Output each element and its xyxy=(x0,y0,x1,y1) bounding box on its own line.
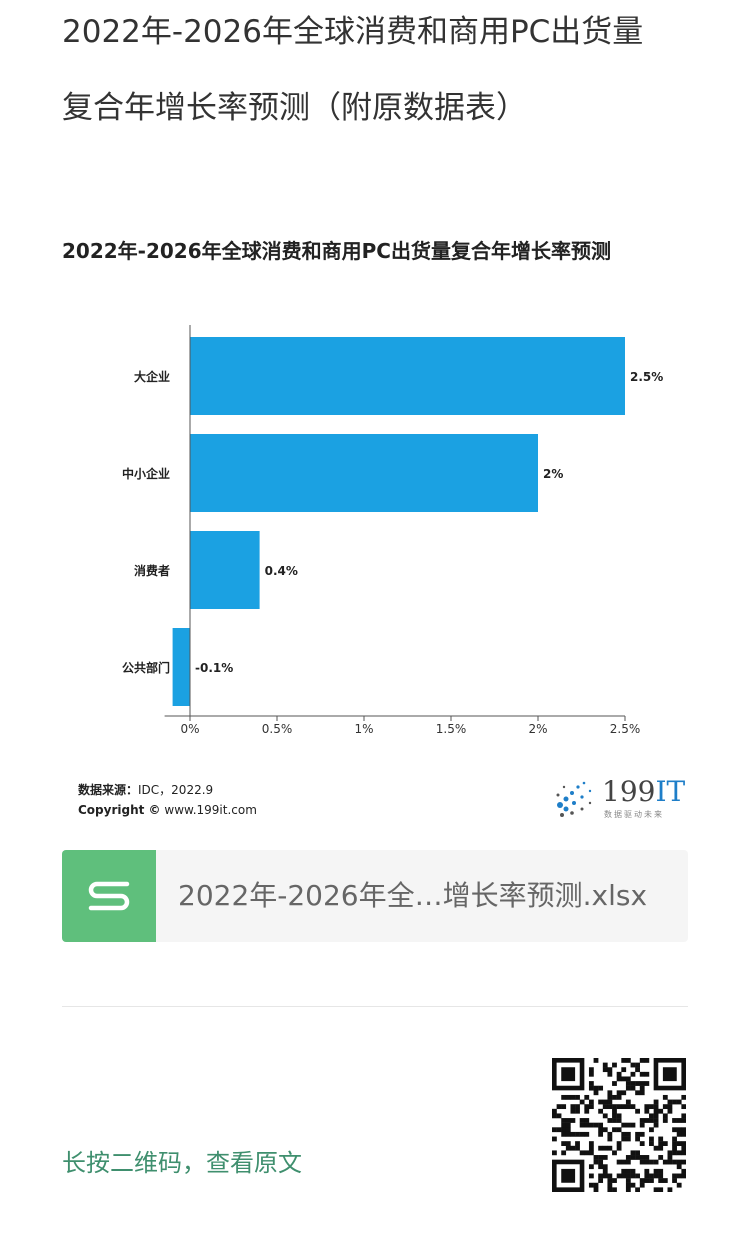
source-label: 数据来源： xyxy=(78,783,139,797)
category-label-1: 中小企业 xyxy=(122,466,170,481)
199it-logo: 199IT 数据驱动未来 xyxy=(552,775,686,823)
logo-text: 199IT xyxy=(602,775,686,808)
x-tick-label-1: 0.5% xyxy=(262,722,293,736)
bar-2 xyxy=(190,531,260,609)
bar-3 xyxy=(172,628,190,706)
qr-hint-text: 长按二维码，查看原文 xyxy=(62,1149,302,1177)
x-tick-label-0: 0% xyxy=(180,722,199,736)
copyright-label: Copyright © xyxy=(78,803,161,817)
bar-1 xyxy=(190,434,538,512)
spreadsheet-icon xyxy=(62,850,156,942)
bar-chart: 大企业 2.5% 中小企业 2% 消费者 0.4% 公共部门 -0.1% 0% 0.5% 1% 1.5… xyxy=(122,325,663,736)
file-name: 2022年-2026年全…增长率预测.xlsx xyxy=(178,879,648,912)
logo-dots-icon xyxy=(556,781,592,817)
source-info: 数据来源：IDC，2022.9 Copyright © www.199it.co… xyxy=(78,780,257,820)
category-label-2: 消费者 xyxy=(134,563,170,578)
value-label-1: 2% xyxy=(543,467,563,481)
x-tick-label-2: 1% xyxy=(354,722,373,736)
logo-tagline: 数据驱动未来 xyxy=(604,810,664,819)
category-label-0: 大企业 xyxy=(134,369,170,384)
x-tick-label-3: 1.5% xyxy=(436,722,467,736)
x-tick-label-4: 2% xyxy=(528,722,547,736)
value-label-2: 0.4% xyxy=(265,564,298,578)
page-title-line1: 2022年-2026年全球消费和商用PC出货量 xyxy=(62,14,644,50)
source-value: IDC，2022.9 xyxy=(138,783,214,797)
copyright-value: www.199it.com xyxy=(164,803,257,817)
x-tick-label-5: 2.5% xyxy=(610,722,641,736)
page-title: 2022年-2026年全球消费和商用PC出货量 复合年增长率预测（附原数据表） xyxy=(62,10,702,130)
value-label-3: -0.1% xyxy=(195,661,233,675)
file-attachment-card[interactable]: 2022年-2026年全…增长率预测.xlsx xyxy=(62,850,688,942)
chart-image: 2022年-2026年全球消费和商用PC出货量复合年增长率预测 大企业 2.5% 中… xyxy=(0,225,750,835)
divider xyxy=(62,1006,688,1007)
bar-0 xyxy=(190,337,625,415)
chart-title: 2022年-2026年全球消费和商用PC出货量复合年增长率预测 xyxy=(62,239,611,263)
page-title-line2: 复合年增长率预测（附原数据表） xyxy=(62,90,527,126)
qr-code-icon[interactable] xyxy=(552,1058,686,1192)
category-label-3: 公共部门 xyxy=(122,660,170,675)
value-label-0: 2.5% xyxy=(630,370,663,384)
